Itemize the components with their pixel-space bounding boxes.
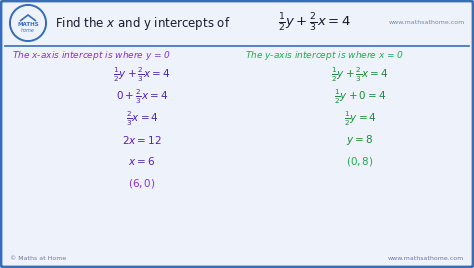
Text: © Maths at Home: © Maths at Home (10, 255, 66, 260)
Circle shape (10, 5, 46, 41)
Text: $\frac{1}{2}y+\frac{2}{3}x = 4$: $\frac{1}{2}y+\frac{2}{3}x = 4$ (113, 66, 171, 84)
Text: home: home (21, 28, 35, 32)
Text: The $y$-axis intercept is where $x$ = 0: The $y$-axis intercept is where $x$ = 0 (245, 50, 404, 62)
Text: $\frac{2}{3}x = 4$: $\frac{2}{3}x = 4$ (126, 110, 158, 128)
Text: www.mathsathome.com: www.mathsathome.com (388, 255, 464, 260)
Text: $\frac{1}{2}y+\frac{2}{3}x = 4$: $\frac{1}{2}y+\frac{2}{3}x = 4$ (278, 12, 351, 34)
Text: The $x$-axis intercept is where y = 0: The $x$-axis intercept is where y = 0 (12, 50, 171, 62)
Text: $x = 6$: $x = 6$ (128, 155, 155, 167)
Text: $\frac{1}{2}y +0 = 4$: $\frac{1}{2}y +0 = 4$ (334, 88, 386, 106)
Circle shape (12, 7, 44, 39)
Text: $(0, 8)$: $(0, 8)$ (346, 154, 374, 168)
Text: Find the $x$ and y intercepts of: Find the $x$ and y intercepts of (55, 14, 230, 32)
Text: $\frac{1}{2}y = 4$: $\frac{1}{2}y = 4$ (344, 110, 376, 128)
Text: $\frac{1}{2}y+\frac{2}{3}x = 4$: $\frac{1}{2}y+\frac{2}{3}x = 4$ (331, 66, 389, 84)
Text: $2x = 12$: $2x = 12$ (122, 134, 162, 146)
Text: $(6, 0)$: $(6, 0)$ (128, 177, 156, 191)
Text: $y = 8$: $y = 8$ (346, 133, 374, 147)
Text: www.mathsathome.com: www.mathsathome.com (389, 20, 465, 25)
Text: $0+\frac{2}{3}x = 4$: $0+\frac{2}{3}x = 4$ (116, 88, 168, 106)
Text: MATHS: MATHS (17, 23, 39, 28)
